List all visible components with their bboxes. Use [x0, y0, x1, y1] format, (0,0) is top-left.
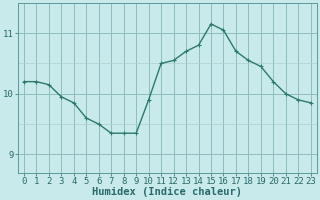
X-axis label: Humidex (Indice chaleur): Humidex (Indice chaleur) — [92, 187, 242, 197]
